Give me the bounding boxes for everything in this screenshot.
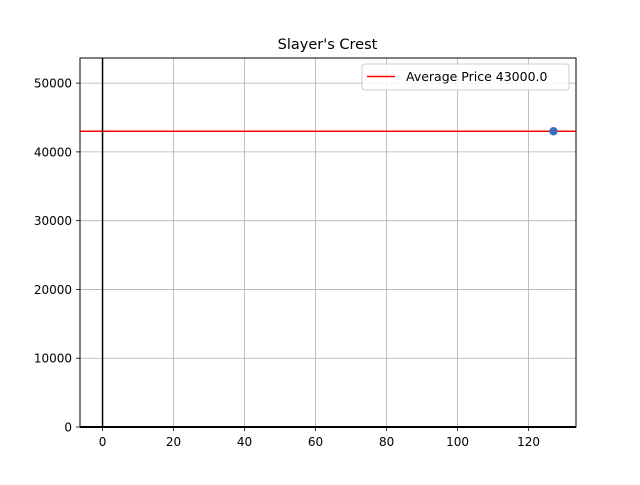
chart-title: Slayer's Crest [278, 37, 378, 53]
y-tick-label: 30000 [34, 214, 72, 228]
legend: Average Price 43000.0 [361, 63, 570, 91]
y-tick-label: 40000 [34, 145, 72, 159]
y-tick-label: 20000 [34, 283, 72, 297]
scatter-point-layer [549, 127, 558, 136]
scatter-point [549, 127, 558, 136]
x-tick-label: 120 [517, 435, 540, 449]
x-tick-label: 20 [166, 435, 181, 449]
plot-frame [79, 57, 577, 428]
reference-line-layer [80, 58, 576, 428]
y-tick-label: 0 [64, 421, 72, 435]
axis-layer: 0 20 40 60 80 100 120 0 10000 20000 30000 40000 5000… [34, 77, 540, 449]
x-tick-label: 80 [379, 435, 394, 449]
y-tick-label: 50000 [34, 77, 72, 91]
legend-label-average-price: Average Price 43000.0 [406, 69, 548, 84]
x-tick-label: 40 [237, 435, 252, 449]
y-tick-label: 10000 [34, 352, 72, 366]
legend-box [361, 63, 570, 91]
x-tick-label: 100 [446, 435, 469, 449]
x-tick-label: 60 [308, 435, 323, 449]
x-tick-label: 0 [99, 435, 107, 449]
grid-layer [80, 58, 576, 428]
